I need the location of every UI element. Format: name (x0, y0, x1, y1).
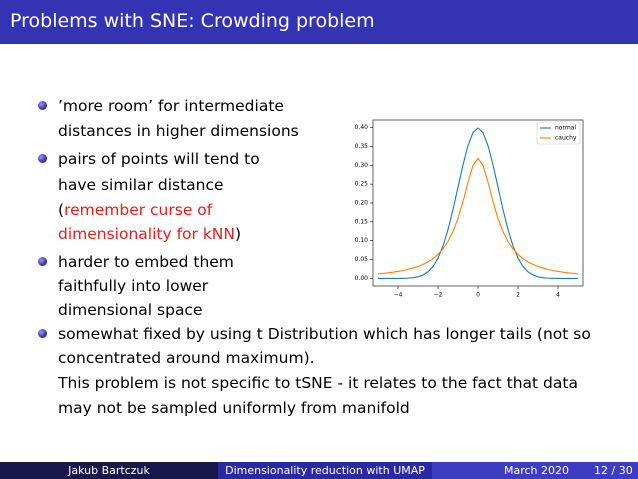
y-tick-label: 0.00 (355, 275, 369, 282)
bullet-text: harder to embed them (58, 253, 234, 271)
bullet-text: ’more room’ for intermediate (58, 97, 284, 115)
y-tick-label: 0.20 (355, 200, 369, 207)
bullet-text: dimensionality for kNN) (58, 225, 241, 243)
bullet-text: faithfully into lower (58, 277, 209, 295)
y-tick-label: 0.05 (355, 256, 369, 263)
line-series (377, 157, 579, 275)
footer-author: Jakub Bartczuk (0, 462, 218, 479)
x-tick-label: 0 (476, 292, 480, 299)
text: ( (58, 201, 65, 219)
legend-label: normal (555, 125, 576, 132)
header: Problems with SNE: Crowding problem (0, 0, 638, 44)
bullet-text: concentrated around maximum). (58, 349, 315, 367)
y-tick-label: 0.10 (355, 237, 369, 244)
bullet-text: This problem is not specific to tSNE - i… (58, 374, 578, 392)
chart: 0.00 0.05 0.10 0.15 0.20 0.25 0.30 0.35 0.40 −4 −2… (355, 119, 584, 299)
x-tick-label: −4 (394, 292, 403, 299)
footer-right: March 2020 12 / 30 (432, 462, 638, 479)
highlight: remember curse of (64, 201, 213, 219)
footer-date: March 2020 (504, 464, 570, 477)
y-tick-label: 0.40 (355, 124, 369, 131)
x-tick-label: −2 (434, 292, 443, 299)
bullet-text: pairs of points will tend to (58, 150, 260, 168)
line-series (378, 127, 578, 279)
footer-talk: Dimensionality reduction with UMAP (218, 462, 432, 479)
bullet-text: distances in higher dimensions (58, 122, 299, 140)
bullet-text: have similar distance (58, 176, 224, 194)
highlight: dimensionality for kNN (58, 225, 235, 243)
slide-title: Problems with SNE: Crowding problem (10, 10, 375, 32)
legend-label: cauchy (555, 135, 577, 142)
bullet-icon (38, 257, 47, 266)
y-tick-label: 0.35 (355, 143, 369, 150)
x-tick-label: 4 (556, 292, 560, 299)
y-tick-label: 0.30 (355, 162, 369, 169)
plot-frame (372, 119, 584, 287)
bullet-icon (38, 329, 47, 338)
text: ) (235, 225, 242, 243)
bullet-text: somewhat fixed by using t Distribution w… (58, 325, 591, 343)
bullet-text: (remember curse of (58, 201, 212, 219)
bullet-icon (38, 154, 47, 163)
bullet-icon (38, 101, 47, 110)
bullet-text: dimensional space (58, 301, 203, 319)
text: pairs of points will tend to (58, 150, 260, 168)
x-tick-label: 2 (516, 292, 520, 299)
footer: Jakub Bartczuk Dimensionality reduction … (0, 462, 638, 479)
y-tick-label: 0.15 (355, 218, 369, 225)
bullet-text: may not be sampled uniformly from manifo… (58, 399, 410, 417)
y-tick-label: 0.25 (355, 181, 369, 188)
text: have similar distance (58, 176, 224, 194)
footer-page: 12 / 30 (594, 464, 633, 477)
